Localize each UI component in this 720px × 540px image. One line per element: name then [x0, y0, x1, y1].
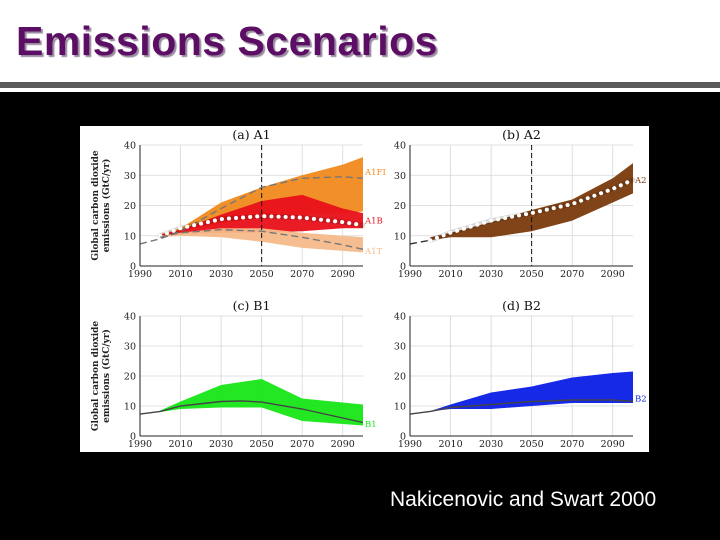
- series-label-a1t: A1T: [364, 247, 383, 257]
- xtick-label-c-2050: 2050: [250, 439, 274, 450]
- xtick-label-c-2070: 2070: [290, 439, 314, 450]
- ylabel-a: Global carbon dioxideemissions (GtC/yr): [91, 150, 112, 261]
- ytick-label-b-40: 40: [394, 141, 406, 152]
- slide-title: Emissions Scenarios: [16, 18, 438, 64]
- ytick-label-a-20: 20: [124, 201, 136, 212]
- line-a1b-marker: [158, 214, 365, 238]
- xtick-label-a-2070: 2070: [290, 269, 314, 280]
- line-a2-marker: [428, 177, 635, 243]
- xtick-label-c-1990: 1990: [128, 439, 152, 450]
- ytick-label-b-20: 20: [394, 201, 406, 212]
- ytick-label-a-10: 10: [124, 231, 136, 242]
- panel-title-c: (c) B1: [233, 298, 271, 313]
- ytick-label-b-0: 0: [400, 262, 406, 273]
- line-b2-median: [409, 399, 634, 415]
- ytick-label-b-10: 10: [394, 231, 406, 242]
- xtick-label-c-2030: 2030: [209, 439, 233, 450]
- xtick-label-b-2010: 2010: [438, 269, 462, 280]
- xtick-label-a-2050: 2050: [250, 269, 274, 280]
- ytick-label-d-20: 20: [394, 372, 406, 383]
- xtick-label-d-2010: 2010: [438, 439, 462, 450]
- panel-title-b: (b) A2: [502, 127, 541, 142]
- ylabel-c: Global carbon dioxideemissions (GtC/yr): [91, 321, 112, 432]
- ytick-label-b-30: 30: [394, 171, 406, 182]
- series-label-a2: A2: [634, 176, 647, 186]
- series-label-a1fi: A1FI: [364, 168, 386, 178]
- band-a1t: [160, 228, 363, 253]
- panel-title-d: (d) B2: [502, 298, 541, 313]
- emissions-figure: 0 10 20 30 40 1990 2010 2030 2050 2070 2090 (a) A1 G…: [80, 126, 649, 452]
- xtick-label-b-2030: 2030: [479, 269, 503, 280]
- ytick-label-d-0: 0: [400, 432, 406, 443]
- line-a1fi-median: [139, 176, 364, 245]
- line-b1-median: [139, 400, 364, 424]
- xtick-label-d-2030: 2030: [479, 439, 503, 450]
- ytick-label-d-10: 10: [394, 402, 406, 413]
- ylabel-line-1-a: Global carbon dioxide: [91, 150, 101, 261]
- ytick-label-a-40: 40: [124, 141, 136, 152]
- xtick-label-d-2050: 2050: [520, 439, 544, 450]
- title-divider: [0, 82, 720, 88]
- source-credit: Nakicenovic and Swart 2000: [390, 488, 657, 511]
- series-label-b1: B1: [365, 420, 377, 430]
- ytick-label-d-30: 30: [394, 342, 406, 353]
- xtick-label-a-2090: 2090: [331, 269, 355, 280]
- band-a1b: [160, 194, 363, 237]
- xtick-label-d-2090: 2090: [601, 439, 625, 450]
- series-label-b2: B2: [635, 395, 647, 405]
- xtick-label-c-2090: 2090: [331, 439, 355, 450]
- ytick-label-c-10: 10: [124, 402, 136, 413]
- line-a1t-median: [160, 228, 364, 251]
- ytick-label-a-30: 30: [124, 171, 136, 182]
- xtick-label-d-2070: 2070: [560, 439, 584, 450]
- band-a2: [430, 163, 633, 241]
- xtick-label-a-1990: 1990: [128, 269, 152, 280]
- ytick-label-c-30: 30: [124, 342, 136, 353]
- ytick-label-d-40: 40: [394, 312, 406, 323]
- xtick-label-b-2050: 2050: [520, 269, 544, 280]
- xtick-label-a-2010: 2010: [168, 269, 192, 280]
- ytick-label-c-40: 40: [124, 312, 136, 323]
- ylabel-line-2-c: emissions (GtC/yr): [101, 329, 112, 423]
- band-b2: [430, 371, 633, 412]
- ytick-label-a-0: 0: [130, 262, 136, 273]
- xtick-label-b-1990: 1990: [398, 269, 422, 280]
- title-banner: Emissions Scenarios: [0, 0, 720, 92]
- xtick-label-c-2010: 2010: [168, 439, 192, 450]
- series-label-a1b: A1B: [364, 217, 383, 227]
- xtick-label-b-2070: 2070: [560, 269, 584, 280]
- ytick-label-c-0: 0: [130, 432, 136, 443]
- line-a2-pre: [409, 239, 431, 245]
- ylabel-line-1-c: Global carbon dioxide: [91, 321, 101, 432]
- ylabel-line-2-a: emissions (GtC/yr): [101, 159, 112, 253]
- panel-title-a: (a) A1: [232, 127, 270, 142]
- ytick-label-c-20: 20: [124, 372, 136, 383]
- xtick-label-a-2030: 2030: [209, 269, 233, 280]
- xtick-label-d-1990: 1990: [398, 439, 422, 450]
- xtick-label-b-2090: 2090: [601, 269, 625, 280]
